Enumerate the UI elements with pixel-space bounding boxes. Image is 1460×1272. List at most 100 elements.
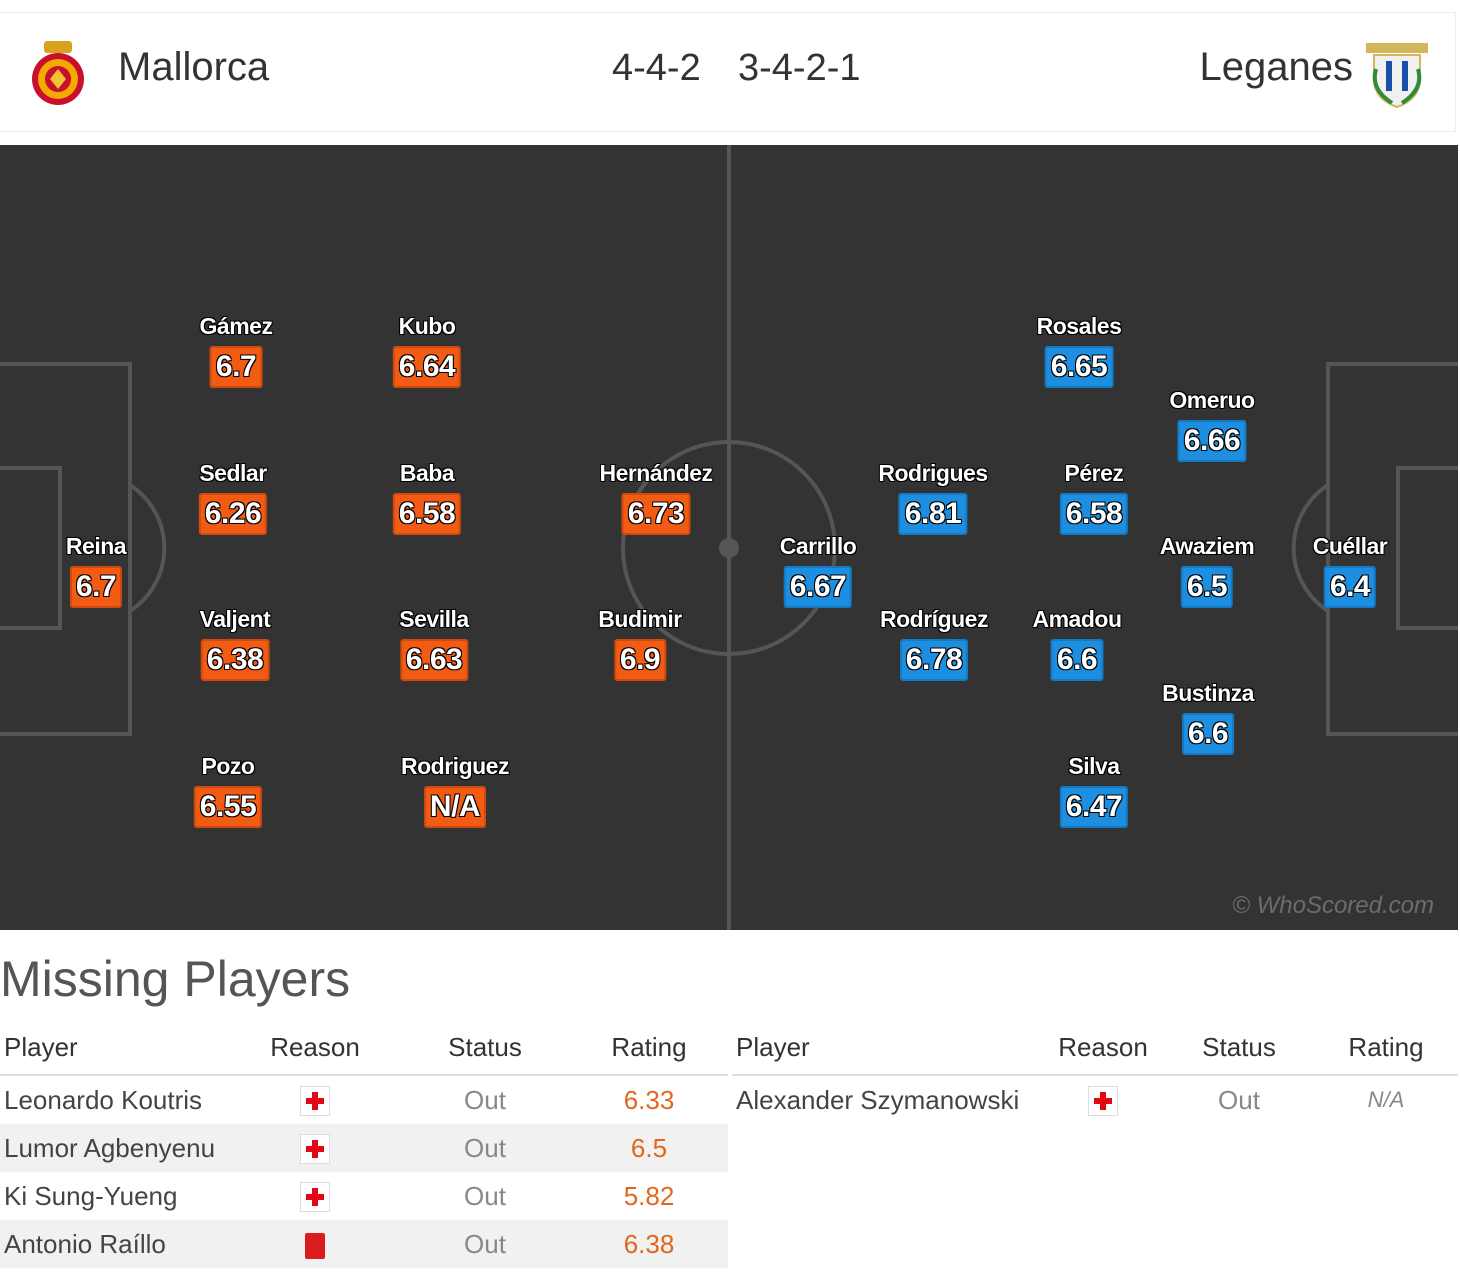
away-player[interactable]: Cuéllar 6.4 <box>1312 533 1388 608</box>
home-player[interactable]: Hernández 6.73 <box>599 462 713 535</box>
missing-player-name[interactable]: Lumor Agbenyenu <box>0 1124 230 1172</box>
player-name: Rodríguez <box>880 606 988 632</box>
player-rating: 6.26 <box>198 493 268 535</box>
home-team-name[interactable]: Mallorca <box>118 45 270 89</box>
away-player[interactable]: Amadou 6.6 <box>1033 608 1122 681</box>
home-player[interactable]: Rodriguez N/A <box>401 755 509 828</box>
player-name: Reina <box>65 533 127 559</box>
home-formation: 4-4-2 <box>612 47 701 89</box>
player-rating: 6.47 <box>1059 786 1129 828</box>
missing-player-name[interactable]: Alexander Szymanowski <box>736 1084 1020 1115</box>
col-rating[interactable]: Rating <box>570 1020 728 1076</box>
pitch: Gámez 6.7 Kubo 6.64 Sedlar 6.26 Baba 6.58 Hernán… <box>0 145 1458 930</box>
table-row: Antonio Raíllo Out 6.38 <box>0 1220 728 1268</box>
player-name: Sedlar <box>199 460 267 486</box>
missing-status: Out <box>464 1084 506 1115</box>
player-rating: 6.65 <box>1044 346 1114 388</box>
away-player[interactable]: Silva 6.47 <box>1059 753 1129 828</box>
col-reason[interactable]: Reason <box>230 1020 400 1076</box>
col-player[interactable]: Player <box>732 1020 1042 1076</box>
missing-reason <box>230 1220 400 1268</box>
pitch-lines <box>0 145 1458 930</box>
missing-rating: N/A <box>1367 1087 1405 1112</box>
player-name: Silva <box>1068 753 1120 779</box>
missing-players-title: Missing Players <box>0 951 351 1007</box>
col-player[interactable]: Player <box>0 1020 230 1076</box>
leganes-crest-icon <box>1366 43 1428 109</box>
player-rating: 6.5 <box>1180 566 1234 608</box>
home-player[interactable]: Baba 6.58 <box>392 460 462 535</box>
missing-status: Out <box>464 1180 506 1211</box>
col-status[interactable]: Status <box>1164 1020 1314 1076</box>
missing-reason <box>230 1075 400 1124</box>
player-name: Rosales <box>1036 313 1122 339</box>
match-header: Mallorca 4-4-2 3-4-2-1 Leganes <box>0 12 1456 132</box>
injury-icon <box>300 1134 330 1165</box>
col-status[interactable]: Status <box>400 1020 570 1076</box>
away-player[interactable]: Carrillo 6.67 <box>780 535 857 608</box>
missing-player-name[interactable]: Leonardo Koutris <box>4 1084 203 1115</box>
player-name: Budimir <box>598 606 682 632</box>
player-rating: 6.81 <box>898 493 968 535</box>
home-player[interactable]: Sevilla 6.63 <box>399 608 469 681</box>
player-rating: 6.66 <box>1177 420 1247 462</box>
player-name: Amadou <box>1032 606 1123 632</box>
away-player[interactable]: Pérez 6.58 <box>1059 460 1129 535</box>
col-reason[interactable]: Reason <box>1042 1020 1164 1076</box>
player-rating: 6.67 <box>783 566 853 608</box>
missing-rating: 6.33 <box>623 1084 675 1115</box>
player-rating: 6.7 <box>69 566 123 608</box>
player-name: Carrillo <box>779 533 857 559</box>
player-name: Rodrigues <box>878 460 988 486</box>
away-player[interactable]: Rosales 6.65 <box>1037 315 1122 388</box>
player-name: Valjent <box>199 606 271 632</box>
home-player[interactable]: Gámez 6.7 <box>200 315 273 388</box>
player-name: Gámez <box>199 313 273 339</box>
table-row: Lumor Agbenyenu Out 6.5 <box>0 1124 728 1172</box>
player-rating: 6.9 <box>613 639 667 681</box>
injury-icon <box>300 1086 330 1117</box>
player-rating: N/A <box>423 786 487 828</box>
home-player[interactable]: Valjent 6.38 <box>200 608 271 681</box>
away-formation: 3-4-2-1 <box>738 47 861 89</box>
away-player[interactable]: Rodrigues 6.81 <box>878 460 988 535</box>
player-name: Cuéllar <box>1312 533 1388 559</box>
missing-rating: 5.82 <box>623 1180 675 1211</box>
missing-player-name[interactable]: Ki Sung-Yueng <box>4 1180 178 1211</box>
injury-icon <box>300 1182 330 1213</box>
home-player[interactable]: Reina 6.7 <box>65 533 127 608</box>
player-name: Baba <box>399 460 455 486</box>
player-rating: 6.58 <box>1059 493 1129 535</box>
player-rating: 6.63 <box>399 639 469 681</box>
missing-reason <box>1042 1075 1164 1124</box>
home-player[interactable]: Budimir 6.9 <box>598 606 682 681</box>
player-name: Awaziem <box>1159 533 1255 559</box>
player-rating: 6.55 <box>193 786 263 828</box>
player-rating: 6.6 <box>1050 639 1104 681</box>
player-rating: 6.58 <box>392 493 462 535</box>
missing-rating: 6.38 <box>570 1220 728 1268</box>
missing-reason <box>230 1172 400 1220</box>
player-rating: 6.7 <box>209 346 263 388</box>
away-player[interactable]: Rodríguez 6.78 <box>880 608 988 681</box>
home-player[interactable]: Pozo 6.55 <box>193 755 263 828</box>
player-name: Pérez <box>1064 460 1124 486</box>
col-rating[interactable]: Rating <box>1314 1020 1458 1076</box>
home-player[interactable]: Sedlar 6.26 <box>198 460 268 535</box>
away-player[interactable]: Awaziem 6.5 <box>1160 535 1255 608</box>
home-player[interactable]: Kubo 6.64 <box>392 313 462 388</box>
missing-rating: 6.5 <box>570 1124 728 1172</box>
missing-status: Out <box>400 1220 570 1268</box>
player-name: Rodriguez <box>401 753 509 779</box>
away-team-name[interactable]: Leganes <box>1199 45 1353 89</box>
player-rating: 6.78 <box>899 639 969 681</box>
away-player[interactable]: Bustinza 6.6 <box>1162 682 1254 755</box>
away-player[interactable]: Omeruo 6.66 <box>1169 389 1255 462</box>
table-row: Ki Sung-Yueng Out 5.82 <box>0 1172 728 1220</box>
player-name: Kubo <box>398 313 456 339</box>
missing-status: Out <box>1218 1084 1260 1115</box>
player-rating: 6.64 <box>392 346 462 388</box>
missing-status: Out <box>400 1124 570 1172</box>
missing-player-name[interactable]: Antonio Raíllo <box>0 1220 230 1268</box>
injury-icon <box>1088 1086 1118 1117</box>
